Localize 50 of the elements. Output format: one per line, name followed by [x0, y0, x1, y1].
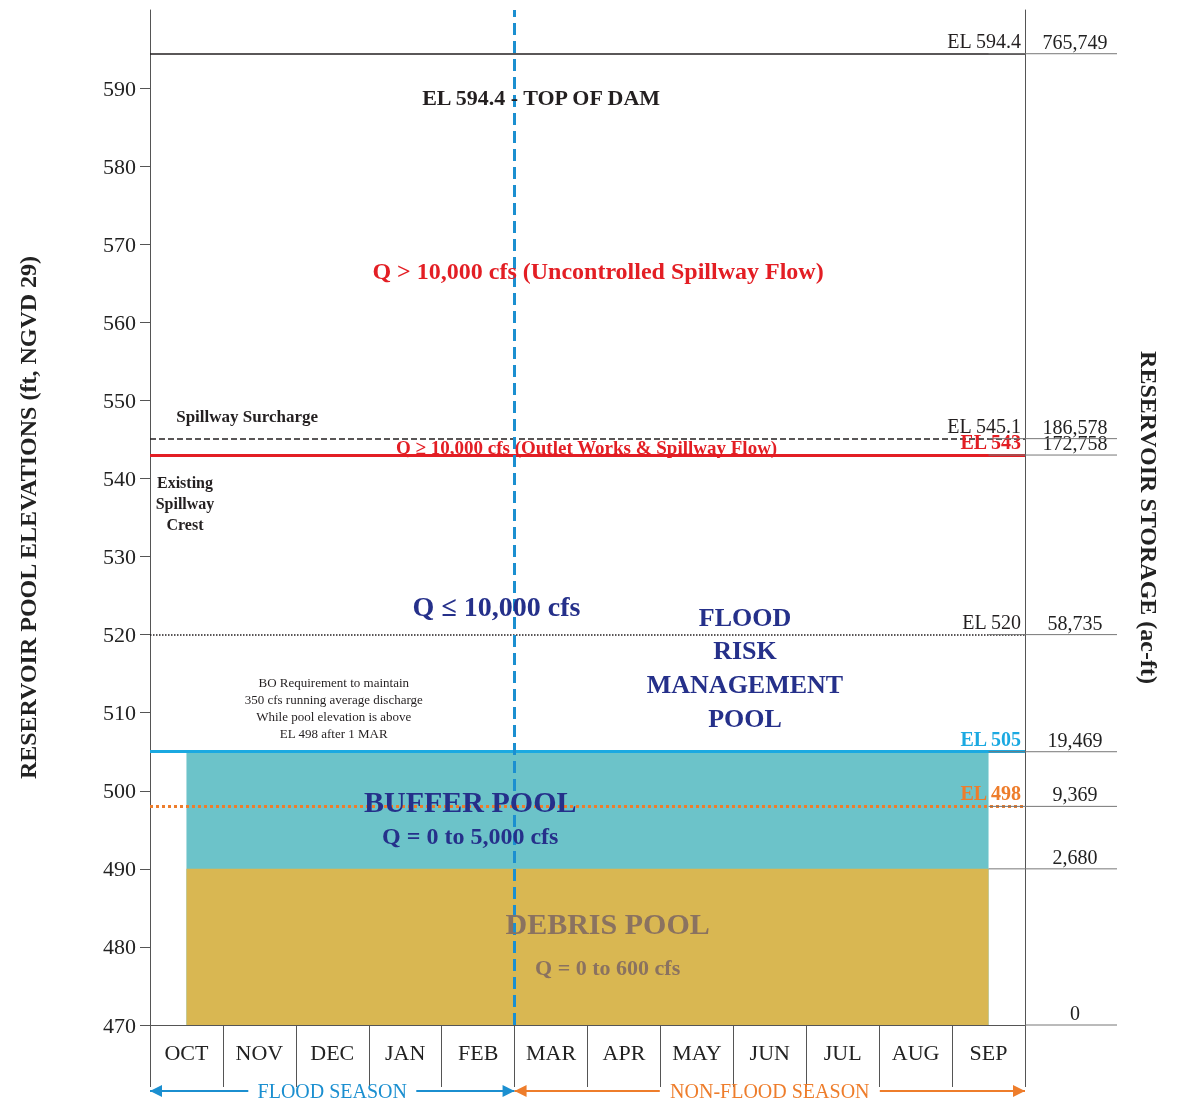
annotation: Q = 0 to 600 cfs: [535, 954, 681, 980]
x-tick-label: JUN: [749, 1039, 791, 1065]
x-tick-label: MAR: [525, 1039, 577, 1065]
annotation: 58,735: [1047, 611, 1103, 634]
x-tick-label: FEB: [457, 1039, 499, 1065]
series-label: DEBRIS POOL: [505, 907, 710, 940]
x-tick-label: NOV: [235, 1039, 284, 1065]
annotation: Q = 0 to 5,000 cfs: [382, 823, 559, 850]
annotation: BO Requirement to maintain 350 cfs running average discharge While pool elevation is above EL 498 after 1 MAR: [244, 675, 424, 742]
annotation: EL 594.4 - TOP OF DAM: [422, 84, 661, 110]
x-tick-label: AUG: [891, 1039, 940, 1065]
y-tick-label: 480: [103, 934, 136, 960]
y-tick-label: 590: [103, 75, 136, 101]
y-tick-label: 490: [103, 856, 136, 882]
text: NON-FLOOD SEASON: [670, 1080, 870, 1102]
y-tick-label: 470: [103, 1012, 136, 1038]
x-tick-label: SEP: [969, 1039, 1008, 1065]
x-tick-label: DEC: [310, 1039, 355, 1065]
x-tick-label: OCT: [164, 1039, 210, 1065]
x-tick-label: JUL: [823, 1039, 862, 1065]
ref-line-label: EL 505: [960, 727, 1021, 750]
x-tick-label: MAY: [672, 1039, 722, 1065]
y-tick-label: 510: [103, 700, 136, 726]
annotation: Q > 10,000 cfs (Uncontrolled Spillway Flow): [372, 257, 824, 284]
y2-axis-title: RESERVOIR STORAGE (ac-ft): [1136, 351, 1162, 684]
ref-line-label: EL 498: [960, 782, 1021, 805]
x-tick-label: APR: [602, 1039, 646, 1065]
annotation: FLOOD RISK MANAGEMENT POOL: [646, 602, 844, 733]
ref-line-label: EL 520: [962, 610, 1021, 633]
annotation: 2,680: [1052, 845, 1098, 868]
y-tick-label: 570: [103, 231, 136, 257]
y-tick-label: 520: [103, 622, 136, 648]
annotation: Q ≤ 10,000 cfs: [412, 591, 581, 623]
annotation: 9,369: [1052, 783, 1098, 806]
y-tick-label: 560: [103, 309, 136, 335]
annotation: 765,749: [1042, 30, 1108, 53]
text: 0: [1070, 1002, 1080, 1024]
y-tick-label: 500: [103, 778, 136, 804]
annotation: 19,469: [1047, 728, 1103, 751]
y-tick-label: 550: [103, 387, 136, 413]
annotation: Existing Spillway Crest: [155, 473, 215, 533]
ref-line-label: EL 594.4: [947, 29, 1021, 52]
y-axis-title: RESERVOIR POOL ELEVATIONS (ft, NGVD 29): [15, 255, 41, 780]
y-tick-label: 530: [103, 544, 136, 570]
y-tick-label: 580: [103, 153, 136, 179]
y-tick-label: 540: [103, 465, 136, 491]
x-tick-label: JAN: [385, 1039, 426, 1065]
series-label: BUFFER POOL: [363, 785, 577, 819]
text: FLOOD SEASON: [257, 1080, 408, 1102]
annotation: Spillway Surcharge: [176, 406, 319, 426]
